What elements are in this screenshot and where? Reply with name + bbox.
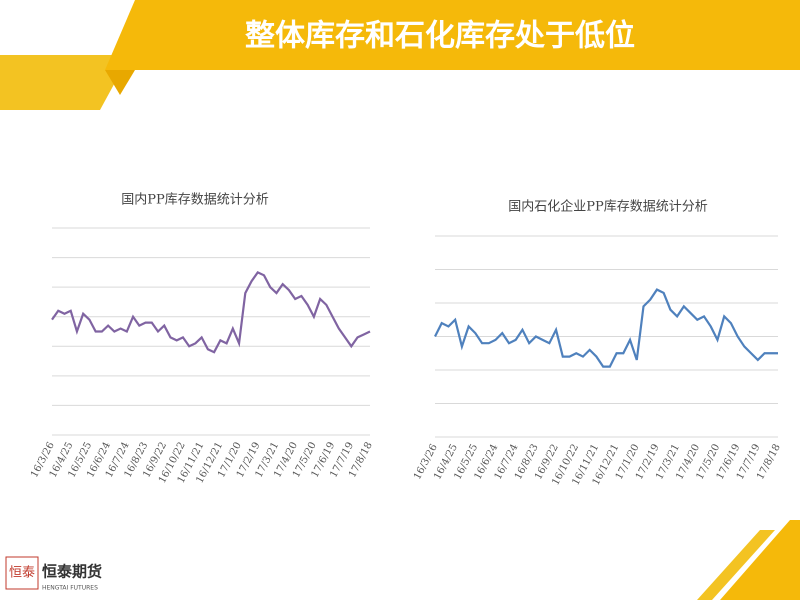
logo-box <box>5 556 39 590</box>
stripe <box>720 520 800 600</box>
logo-mark: 恒泰 <box>9 566 35 581</box>
logo-text-en: HENGTAI FUTURES <box>42 585 98 592</box>
banner-fold <box>105 70 135 95</box>
line-series <box>434 288 778 368</box>
banner-left <box>0 55 130 110</box>
banner-title <box>105 0 800 70</box>
chart-title: 国内石化企业PP库存数据统计分析 <box>508 199 708 215</box>
logo-text: 恒泰期货 <box>42 563 102 581</box>
stripe <box>697 530 775 600</box>
line-series <box>51 270 371 354</box>
slide-title: 整体库存和石化库存处于低位 <box>245 19 635 54</box>
chart-title: 国内PP库存数据统计分析 <box>121 192 269 208</box>
